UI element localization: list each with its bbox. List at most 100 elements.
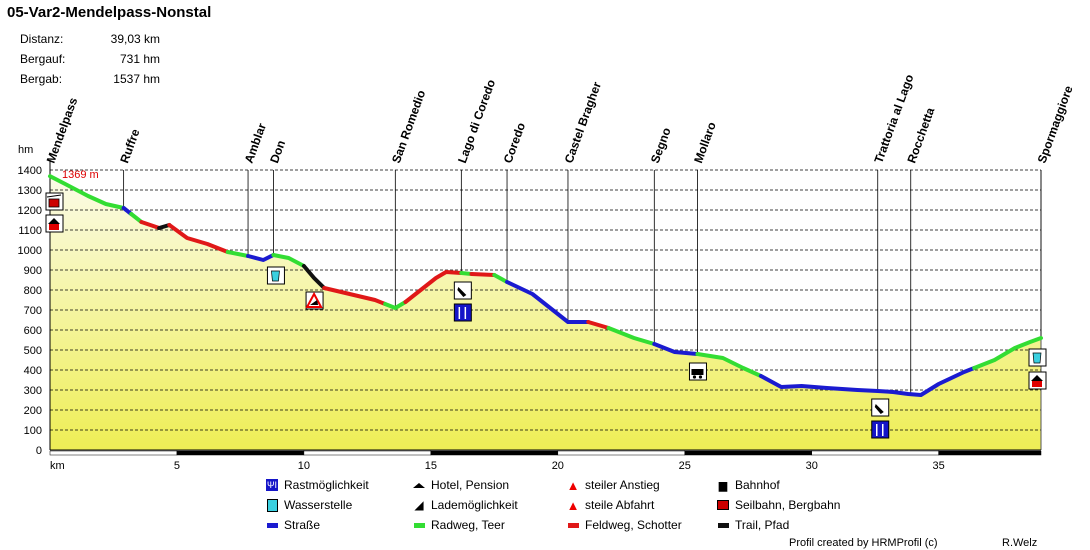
profile-segment-blue [652,342,700,356]
x-tick-label: 15 [425,460,437,472]
author-text: R.Welz [1002,537,1038,549]
y-tick-label: 700 [24,305,42,317]
legend-label: Hotel, Pension [431,478,510,492]
fork-knife-icon-frame [871,420,890,439]
train-icon [688,362,707,381]
hotel-body [49,224,59,230]
x-scale-bar-segment [430,450,559,456]
y-tick-label: 400 [24,365,42,377]
cable-car-icon [45,192,64,211]
x-scale-bar-segment [684,450,812,456]
hotel-roof [1031,375,1043,381]
ascent-value: 731 hm [119,52,160,66]
place-label: San Romedio [389,88,428,165]
y-tick-label: 1400 [18,165,42,177]
x-scale-bar-segment [938,450,1042,456]
x-scale-bar-segment [811,450,939,456]
cable-car-icon [716,498,730,512]
place-label: Don [267,138,288,165]
legend-label: Lademöglichkeit [431,498,518,512]
profile-segment-green [492,273,510,284]
profile-segment-green [383,300,408,310]
hotel-body [1032,381,1042,387]
profile-segment-blue [758,366,977,397]
profile-segment-green [695,352,763,378]
profile-segment-red [586,320,611,330]
y-tick-label: 300 [24,385,42,397]
water-icon [1028,348,1047,367]
descent-value: 1537 hm [113,72,160,86]
charging-icon [453,281,472,300]
train-icon: ▆ [718,479,728,492]
profile-segment-red [469,272,497,277]
x-tick-label: 30 [806,460,818,472]
legend-label: Straße [284,518,321,532]
profile-segment-red [139,220,162,230]
place-label: Rocchetta [904,105,937,165]
charging-icon [871,398,890,417]
road-swatch [265,518,279,532]
y-axis-label: hm [18,144,33,156]
profile-segment-green [271,253,306,268]
warning-slope [310,300,319,305]
water-glass [271,270,280,282]
legend-label: steiler Anstieg [585,478,660,492]
fork-knife-icon [871,420,890,439]
profile-segment-red [167,223,230,254]
legend-item: Straße [265,518,320,532]
y-tick-label: 500 [24,345,42,357]
train-wheel [692,375,697,379]
y-tick-label: 200 [24,405,42,417]
charging-icon-frame [871,398,890,417]
bikepath-swatch [412,518,426,532]
legend-label: Radweg, Teer [431,518,505,532]
legend-item: ▆ Bahnhof [716,478,780,492]
elevation-area [50,176,1041,450]
y-tick-label: 1100 [18,225,42,237]
y-tick-label: 100 [24,425,42,437]
x-tick-label: 25 [679,460,691,472]
steep-descent-icon: ▲ [566,497,580,513]
plug-shape [874,404,884,414]
train-body [691,369,704,375]
steep-climb-icon: ▲ [566,477,580,493]
legend-label: Wasserstelle [284,498,353,512]
y-tick-label: 1200 [18,205,42,217]
legend-item: ◢ Lademöglichkeit [412,498,518,512]
legend-label: steile Abfahrt [585,498,655,512]
y-tick-label: 1300 [18,185,42,197]
hotel-icon [1028,371,1047,390]
profile-segment-green [972,336,1043,370]
place-label: Ruffre [117,127,142,165]
hotel-icon [45,214,64,233]
fork-knife-icon-frame [453,303,472,322]
legend-item: Wasserstelle [265,498,352,512]
fork-knife-icon: ΨΙ [266,479,278,491]
distance-label: Distanz: [20,32,64,46]
place-label: Mollaro [691,120,719,165]
fork-knife-icon [453,303,472,322]
profile-segment-green [606,326,657,346]
descent-label: Bergab: [20,72,63,86]
y-tick-label: 0 [36,445,42,457]
x-scale-bar-segment [557,450,686,456]
x-scale-bar-segment [176,450,305,456]
y-tick-label: 600 [24,325,42,337]
legend-item: Feldweg, Schotter [566,518,682,532]
x-scale-bar-segment [303,450,432,456]
hotel-icon [412,478,426,492]
legend-label: Bahnhof [735,478,780,492]
y-tick-label: 1000 [18,245,42,257]
profile-segment-green [225,250,251,258]
place-label: Lago di Coredo [455,78,498,165]
legend-item: ▲ steile Abfahrt [566,497,655,513]
cable-cabin [48,198,60,208]
water-glass [1032,352,1042,364]
water-icon [265,498,279,512]
profile-segment-red [403,270,464,304]
x-tick-label: 5 [174,460,180,472]
profile-segment-blue [246,253,276,262]
place-label: Segno [648,126,674,165]
place-label: Coredo [501,121,529,165]
